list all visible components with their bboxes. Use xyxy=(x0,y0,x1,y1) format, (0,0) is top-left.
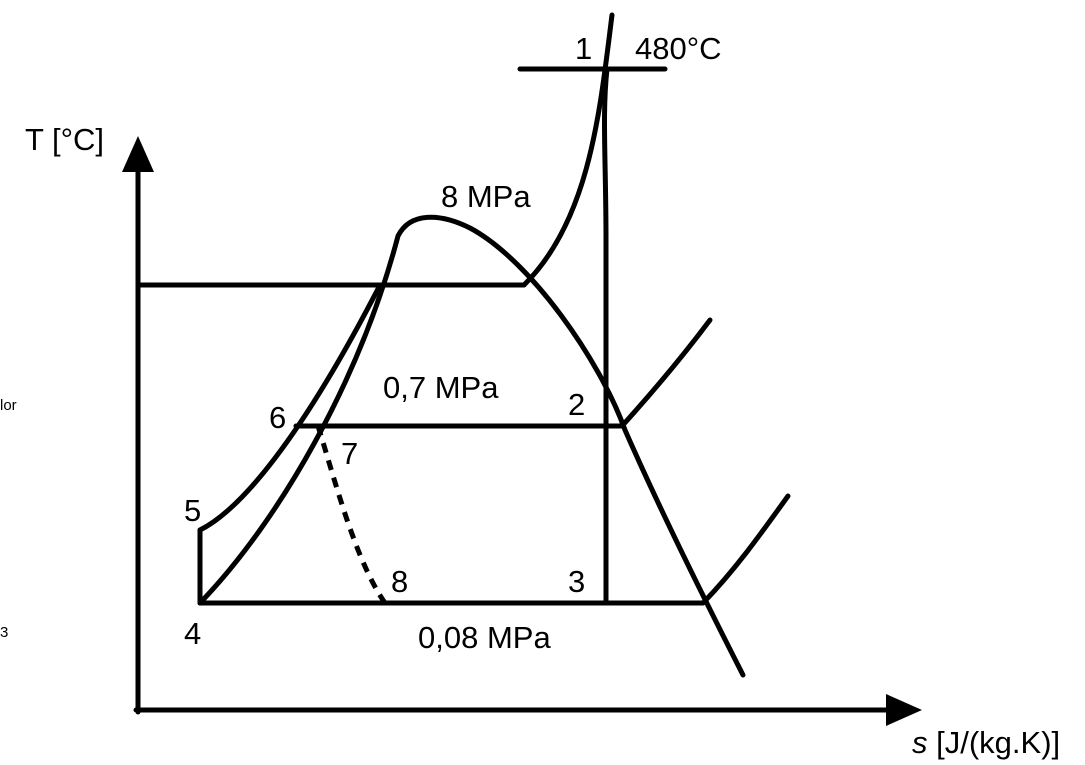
state-6-label: 6 xyxy=(269,400,286,435)
entropy-axis-arrow xyxy=(886,694,922,726)
state-8-label: 8 xyxy=(391,564,408,599)
entropy-axis-symbol: s xyxy=(912,725,928,760)
entropy-axis-unit: [J/(kg.K)] xyxy=(928,725,1061,760)
state-3-label: 3 xyxy=(568,564,585,599)
isobar-0-7mpa-superheat xyxy=(619,317,713,429)
throttling-line-7-8 xyxy=(315,425,388,605)
margin-text-upper: lor xyxy=(0,397,17,414)
state-7-label: 7 xyxy=(341,436,358,471)
state-5-label: 5 xyxy=(184,493,201,528)
isobar-8mpa-superheat xyxy=(521,12,615,288)
isentropic-expansion-line xyxy=(601,66,610,606)
state-2-label: 2 xyxy=(568,387,585,422)
isobar-0-7mpa-label: 0,7 MPa xyxy=(383,370,499,405)
state-1-label: 1 xyxy=(575,31,592,66)
temperature-axis-label: T [°C] xyxy=(25,122,104,157)
isobar-8mpa-label: 8 MPa xyxy=(441,179,531,214)
isobar-0-08mpa-superheat xyxy=(700,493,791,606)
entropy-axis-label: s [J/(kg.K)] xyxy=(912,725,1060,760)
isobar-0-08mpa-label: 0,08 MPa xyxy=(418,620,551,655)
isobar-8mpa-liquid xyxy=(197,282,383,533)
state-4-label: 4 xyxy=(184,616,201,651)
temperature-axis-arrow xyxy=(122,136,154,172)
temperature-480c-label: 480°C xyxy=(635,31,722,66)
margin-text-lower: 3 xyxy=(0,624,8,641)
